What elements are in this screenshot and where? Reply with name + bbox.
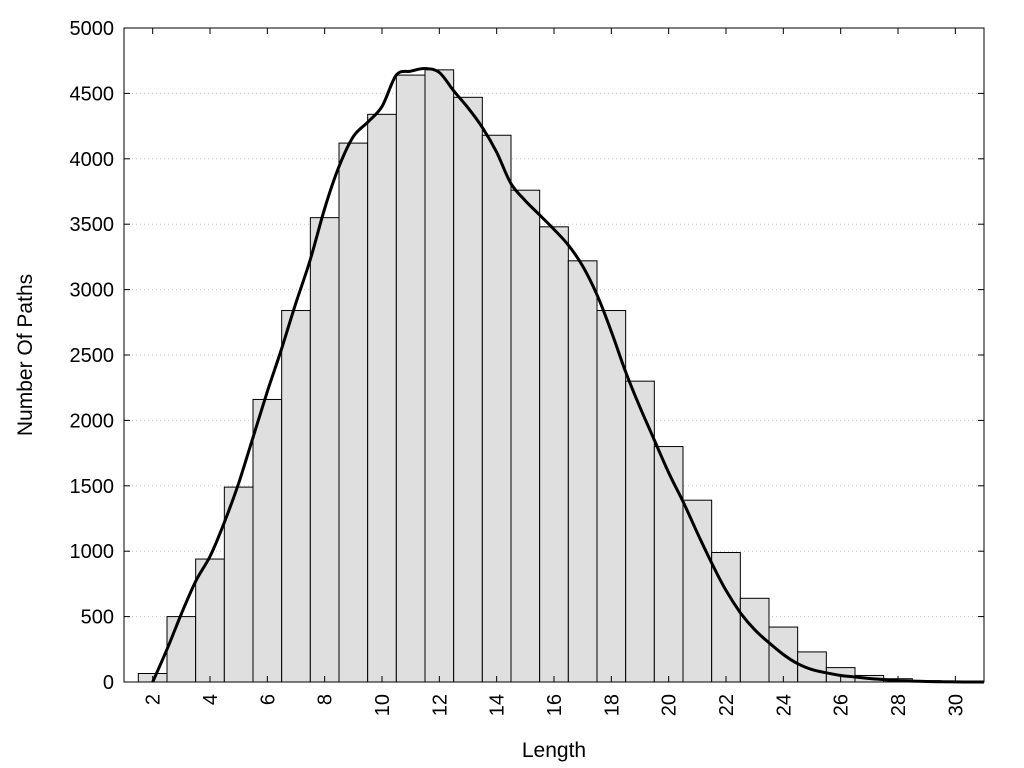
gridlines (124, 92, 984, 618)
x-tick-label: 6 (257, 694, 279, 705)
y-tick-label: 2000 (70, 410, 115, 432)
x-tick-label: 12 (429, 694, 451, 716)
histogram-bar (481, 134, 512, 683)
y-axis-label: Number Of Paths (14, 274, 37, 436)
y-tick-label: 2500 (70, 345, 115, 367)
histogram-bar (567, 260, 598, 683)
histogram-bar (596, 310, 627, 683)
histogram-bar (252, 398, 283, 683)
y-tick-label: 3500 (70, 214, 115, 236)
histogram-bar (682, 499, 713, 683)
y-axis-ticks: 0 500 1000 1500 2000 2500 3000 3500 4000 4500 5000 (70, 18, 984, 694)
histogram-bar (539, 226, 569, 683)
x-tick-label: 20 (659, 694, 681, 716)
density-curve-line (151, 66, 984, 684)
y-tick-label: 4000 (70, 149, 115, 171)
x-axis-label: Length (522, 739, 586, 762)
x-tick-label: 30 (945, 694, 967, 716)
histogram-bar (223, 486, 254, 683)
x-tick-label: 16 (544, 694, 566, 716)
histogram-bar (367, 113, 397, 683)
histogram-bar (510, 189, 541, 683)
histogram-bar (625, 380, 655, 683)
histogram-bar (195, 558, 225, 683)
y-tick-label: 5000 (70, 18, 115, 40)
x-tick-label: 22 (716, 694, 738, 716)
x-tick-label: 2 (143, 694, 165, 705)
y-tick-label: 4500 (70, 83, 115, 105)
x-tick-label: 24 (773, 694, 795, 716)
density-curve (151, 66, 984, 684)
x-axis-ticks: 2 4 6 8 10 12 14 16 18 20 22 24 26 28 30 (143, 28, 967, 716)
x-tick-label: 8 (315, 694, 337, 705)
histogram-bar (653, 446, 684, 683)
histogram-bar (424, 69, 455, 683)
histogram-bars (137, 69, 971, 683)
y-tick-label: 1500 (70, 476, 115, 498)
x-tick-label: 18 (601, 694, 623, 716)
histogram-bar (166, 616, 197, 683)
histogram-bar (338, 142, 369, 683)
y-tick-label: 1000 (70, 541, 115, 563)
y-tick-label: 3000 (70, 280, 115, 302)
x-tick-label: 10 (372, 694, 394, 716)
y-tick-label: 500 (81, 607, 114, 629)
x-tick-label: 14 (487, 694, 509, 716)
y-tick-label: 0 (103, 672, 114, 694)
x-tick-label: 28 (888, 694, 910, 716)
histogram-bar (281, 310, 311, 683)
histogram-bar (453, 96, 483, 683)
x-tick-label: 26 (831, 694, 853, 716)
histogram-bar (395, 74, 426, 683)
histogram-bar (309, 217, 340, 683)
x-tick-label: 4 (200, 694, 222, 705)
